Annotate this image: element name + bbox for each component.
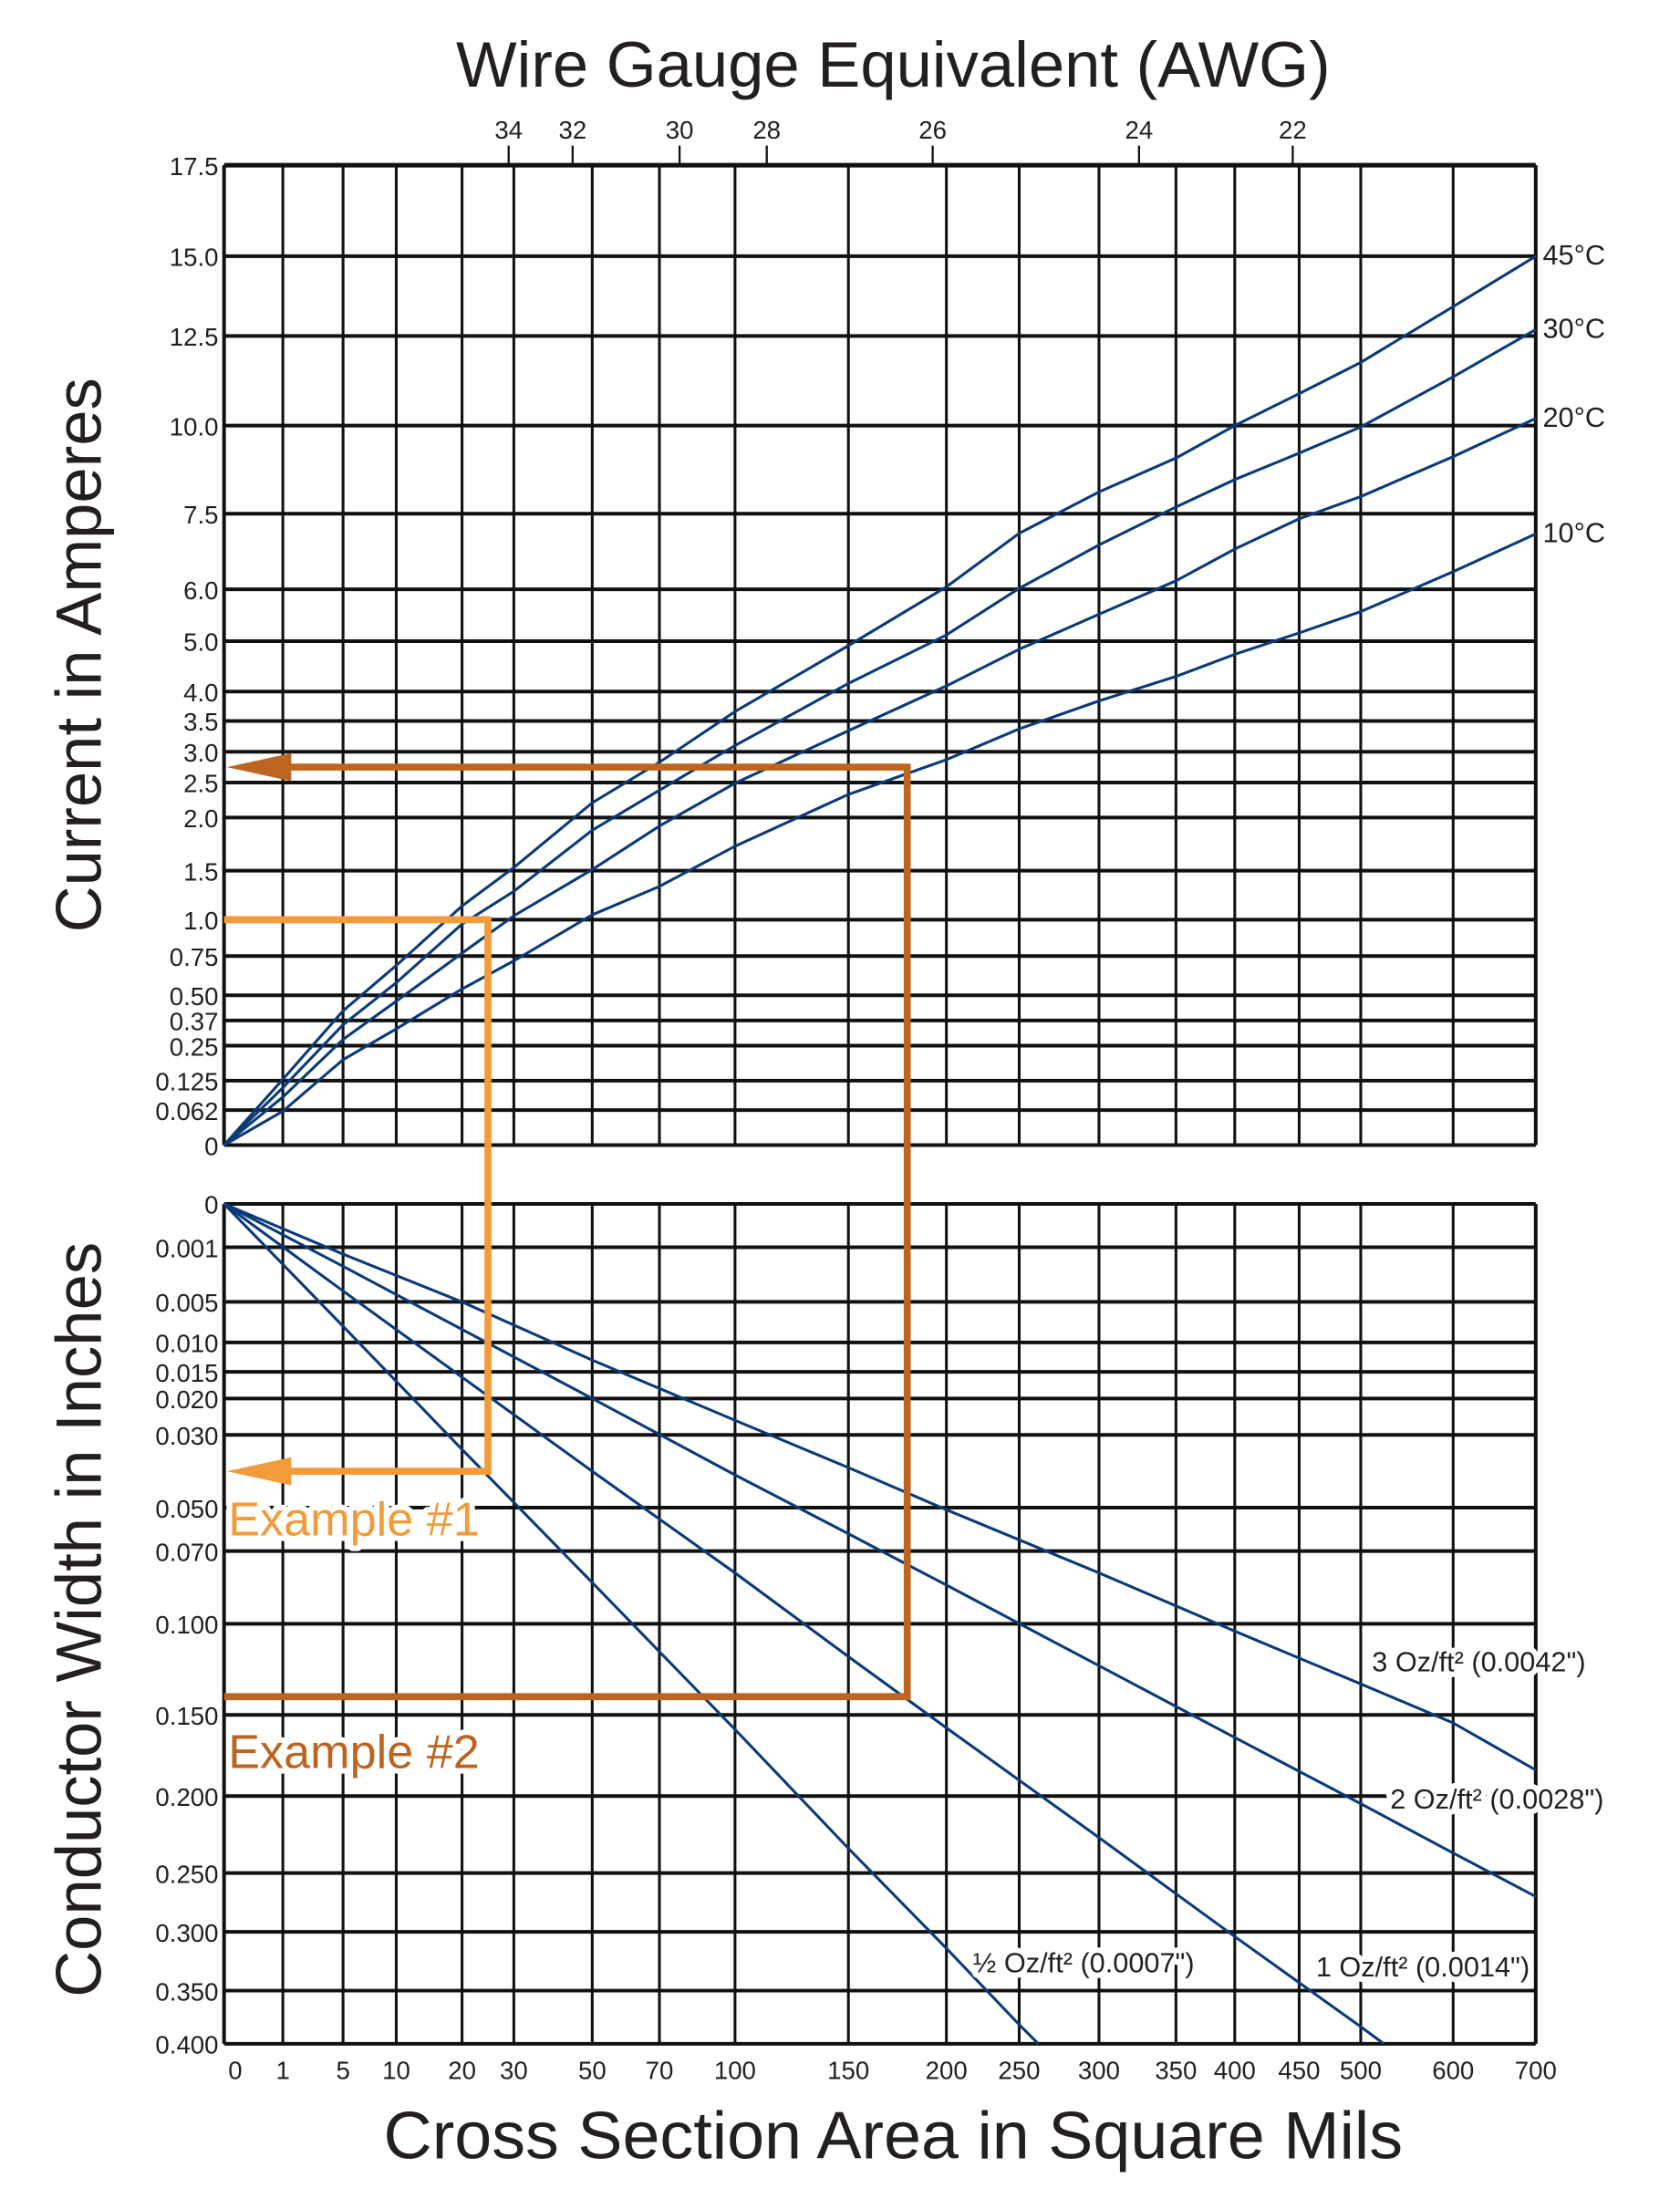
temperature-curve-label: 45°C [1542, 239, 1605, 271]
y-tick-label: 1.5 [183, 857, 218, 886]
x-tick-label: 20 [448, 2056, 476, 2084]
top-axis-title: Wire Gauge Equivalent (AWG) [456, 28, 1331, 100]
y-tick-label: 0.400 [155, 2031, 218, 2059]
x-tick-label: 250 [998, 2056, 1040, 2084]
y-tick-label: 0.070 [155, 1538, 218, 1566]
awg-tick-label: 24 [1125, 116, 1153, 144]
x-tick-label: 500 [1340, 2056, 1382, 2084]
x-tick-label: 150 [827, 2056, 869, 2084]
awg-tick-label: 28 [752, 116, 781, 144]
y-tick-label: 0.350 [155, 1977, 218, 2006]
y-tick-label: 3.5 [183, 708, 218, 736]
copper-weight-label: ½ Oz/ft² (0.0007") [973, 1947, 1195, 1979]
x-tick-label: 300 [1078, 2056, 1120, 2084]
y-tick-label: 12.5 [170, 323, 219, 351]
y-tick-label: 0.50 [170, 982, 219, 1011]
y-tick-label: 0 [204, 1132, 218, 1160]
y-tick-label: 0.150 [155, 1702, 218, 1730]
y-tick-label: 0.75 [170, 943, 219, 971]
y-tick-label: 2.5 [183, 770, 218, 798]
temperature-curve [223, 327, 1537, 1146]
temperature-curve-label: 30°C [1542, 313, 1605, 345]
copper-weight-line [223, 1202, 1385, 2046]
awg-tick-label: 30 [666, 116, 694, 144]
y-tick-label: 4.0 [183, 679, 218, 707]
lower-y-axis-label: Conductor Width in Inches [43, 1242, 115, 1997]
upper-y-axis-label: Current in Amperes [43, 378, 115, 932]
y-tick-label: 17.5 [170, 152, 219, 181]
y-tick-label: 5.0 [183, 628, 218, 657]
y-tick-label: 0.37 [170, 1008, 219, 1036]
y-tick-label: 10.0 [170, 412, 219, 441]
y-tick-label: 0.062 [155, 1097, 218, 1125]
y-tick-label: 0.125 [155, 1068, 218, 1096]
y-tick-label: 0.010 [155, 1330, 218, 1358]
awg-tick-label: 22 [1279, 116, 1307, 144]
x-tick-label: 50 [578, 2056, 607, 2084]
temperature-curve-label: 10°C [1542, 517, 1605, 549]
example-1-label: Example #1 [228, 1494, 480, 1547]
x-tick-label: 5 [336, 2056, 349, 2084]
x-tick-label: 0 [228, 2056, 242, 2084]
temperature-curve [223, 417, 1537, 1146]
y-tick-label: 0.200 [155, 1783, 218, 1811]
x-axis-label: Cross Section Area in Square Mils [384, 2098, 1404, 2173]
example-1-arrowhead [226, 1457, 292, 1486]
copper-weight-line [223, 1202, 1537, 1898]
y-tick-label: 0.001 [155, 1234, 218, 1262]
y-tick-label: 0 [204, 1191, 218, 1219]
x-tick-label: 30 [500, 2056, 528, 2084]
y-tick-label: 0.020 [155, 1385, 218, 1414]
y-tick-label: 15.0 [170, 244, 219, 272]
x-tick-label: 700 [1515, 2056, 1557, 2084]
x-tick-label: 1 [275, 2056, 289, 2084]
y-tick-label: 7.5 [183, 501, 218, 529]
x-tick-label: 100 [714, 2056, 756, 2084]
temperature-curve-label: 20°C [1542, 401, 1605, 433]
copper-weight-line [223, 1202, 1040, 2045]
y-tick-label: 0.100 [155, 1611, 218, 1639]
y-tick-label: 2.0 [183, 804, 218, 833]
y-tick-label: 3.0 [183, 739, 218, 767]
x-tick-label: 350 [1155, 2056, 1197, 2084]
x-tick-label: 400 [1214, 2056, 1256, 2084]
y-tick-label: 0.250 [155, 1860, 218, 1888]
copper-weight-label: 3 Oz/ft² (0.0042") [1372, 1646, 1585, 1678]
awg-tick-label: 32 [558, 116, 586, 144]
y-tick-label: 0.25 [170, 1032, 219, 1061]
x-tick-label: 450 [1278, 2056, 1320, 2084]
awg-tick-label: 26 [918, 116, 947, 144]
copper-weight-label: 1 Oz/ft² (0.0014") [1316, 1951, 1530, 1983]
example-2-label: Example #2 [228, 1727, 480, 1779]
example-1-path [223, 916, 492, 1475]
x-tick-label: 200 [926, 2056, 968, 2084]
y-tick-label: 0.005 [155, 1289, 218, 1317]
copper-weight-line [223, 1202, 1537, 1772]
example-2-arrowhead [226, 752, 292, 782]
x-tick-label: 600 [1432, 2056, 1474, 2084]
y-tick-label: 0.050 [155, 1495, 218, 1523]
copper-weight-label: 2 Oz/ft² (0.0028") [1390, 1783, 1603, 1815]
y-tick-label: 0.300 [155, 1919, 218, 1947]
y-tick-label: 0.030 [155, 1422, 218, 1450]
temperature-curve [223, 532, 1537, 1146]
y-tick-label: 6.0 [183, 576, 218, 605]
x-tick-label: 70 [646, 2056, 674, 2084]
awg-tick-label: 34 [494, 116, 523, 144]
x-tick-label: 10 [382, 2056, 410, 2084]
y-tick-label: 0.015 [155, 1359, 218, 1387]
y-tick-label: 1.0 [183, 907, 218, 935]
example-2-path [223, 763, 911, 1701]
temperature-curve [223, 254, 1537, 1146]
